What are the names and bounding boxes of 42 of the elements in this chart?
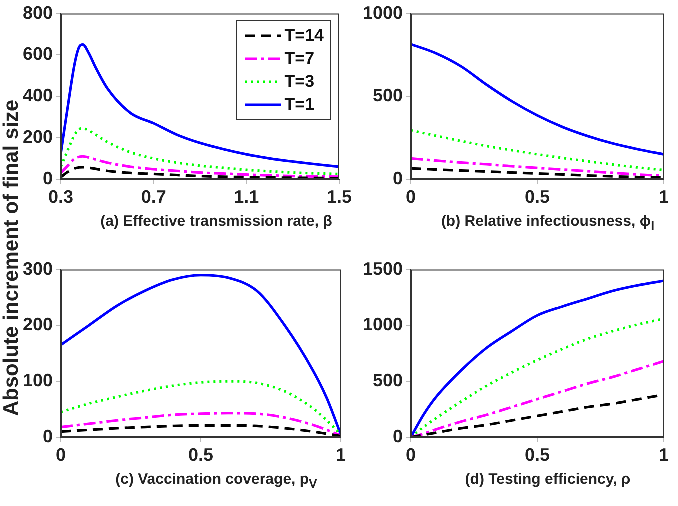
x-axis-title: (a) Effective transmission rate, β bbox=[100, 213, 334, 230]
y-tick-label: 1500 bbox=[362, 258, 404, 279]
x-tick-label: 0.5 bbox=[188, 445, 214, 466]
x-axis-title: (d) Testing efficiency, ρ bbox=[464, 471, 632, 488]
line-series bbox=[411, 43, 664, 156]
legend-label: T=1 bbox=[284, 94, 315, 114]
x-axis-title: (b) Relative infectiousness, ϕ$_{I}$ bbox=[440, 213, 656, 233]
x-tick-label: 0.7 bbox=[141, 187, 166, 208]
y-tick-label: 500 bbox=[372, 86, 404, 106]
legend-label: T=3 bbox=[284, 72, 315, 92]
line-series bbox=[61, 127, 340, 176]
x-tick-label: 0.5 bbox=[525, 445, 550, 466]
y-tick-label: 200 bbox=[22, 314, 54, 335]
x-tick-label: 1.1 bbox=[234, 187, 260, 208]
y-tick-label: 600 bbox=[22, 44, 54, 64]
y-tick-label: 1000 bbox=[362, 314, 404, 335]
y-tick-label: 200 bbox=[22, 126, 54, 147]
x-tick-label: 0.5 bbox=[525, 187, 550, 208]
y-tick-label: 800 bbox=[22, 2, 54, 23]
y-tick-label: 0 bbox=[393, 168, 404, 188]
y-axis-title: Absolute increment of final size bbox=[0, 100, 24, 416]
x-tick-label: 0 bbox=[406, 445, 416, 466]
line-series bbox=[61, 44, 340, 168]
y-tick-label: 100 bbox=[22, 370, 54, 390]
x-axis-title: (c) Vaccination coverage, p$_{V}$ bbox=[114, 471, 318, 491]
y-tick-label: 400 bbox=[22, 86, 54, 106]
x-tick-label: 1 bbox=[658, 187, 670, 208]
y-tick-label: 0 bbox=[393, 426, 404, 446]
line-series bbox=[411, 129, 664, 172]
y-tick-label: 500 bbox=[372, 370, 404, 390]
x-tick-label: 1 bbox=[658, 445, 670, 466]
y-tick-label: 0 bbox=[43, 426, 54, 446]
x-tick-label: 0 bbox=[56, 445, 66, 466]
x-tick-label: 1.5 bbox=[326, 187, 352, 208]
y-tick-label: 300 bbox=[22, 258, 54, 279]
x-tick-label: 0 bbox=[406, 187, 416, 208]
y-tick-label: 0 bbox=[43, 168, 54, 188]
x-tick-label: 0.3 bbox=[48, 187, 74, 208]
legend-label: T=7 bbox=[284, 48, 315, 68]
y-tick-label: 1000 bbox=[362, 2, 404, 23]
x-tick-label: 1 bbox=[336, 445, 346, 466]
legend-label: T=14 bbox=[284, 26, 324, 46]
